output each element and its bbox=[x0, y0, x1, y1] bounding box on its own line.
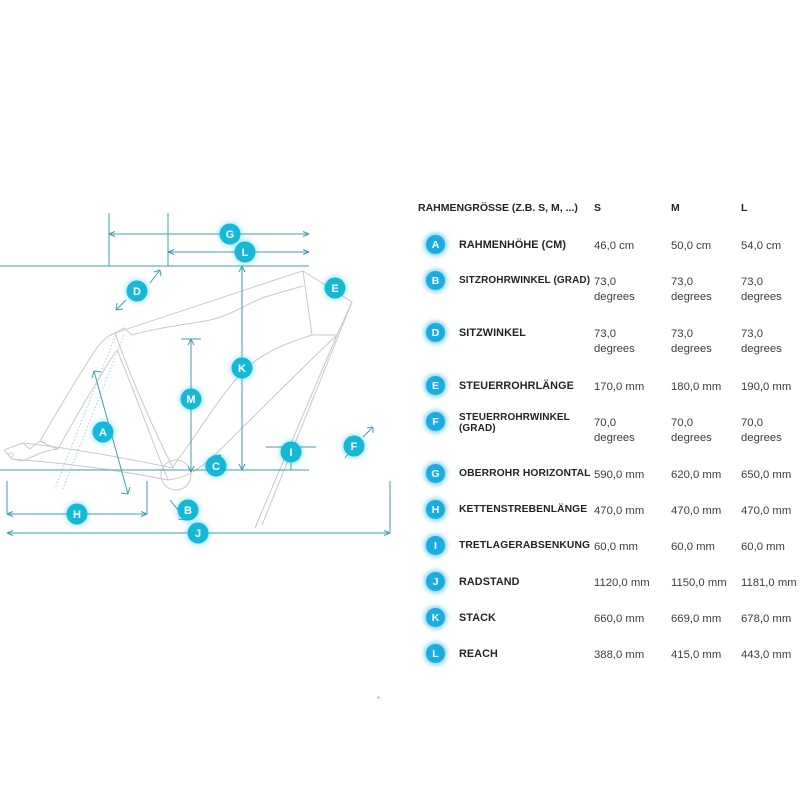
svg-text:M: M bbox=[186, 394, 195, 406]
svg-text:G: G bbox=[226, 229, 235, 241]
svg-text:H: H bbox=[73, 509, 81, 521]
svg-text:D: D bbox=[133, 286, 141, 298]
svg-text:C: C bbox=[212, 461, 220, 473]
svg-text:L: L bbox=[242, 247, 249, 259]
svg-text:I: I bbox=[289, 447, 292, 459]
svg-text:F: F bbox=[351, 441, 358, 453]
svg-text:B: B bbox=[184, 505, 192, 517]
svg-text:E: E bbox=[331, 283, 338, 295]
svg-text:K: K bbox=[238, 363, 246, 375]
svg-text:J: J bbox=[195, 528, 201, 540]
svg-text:A: A bbox=[99, 427, 107, 439]
